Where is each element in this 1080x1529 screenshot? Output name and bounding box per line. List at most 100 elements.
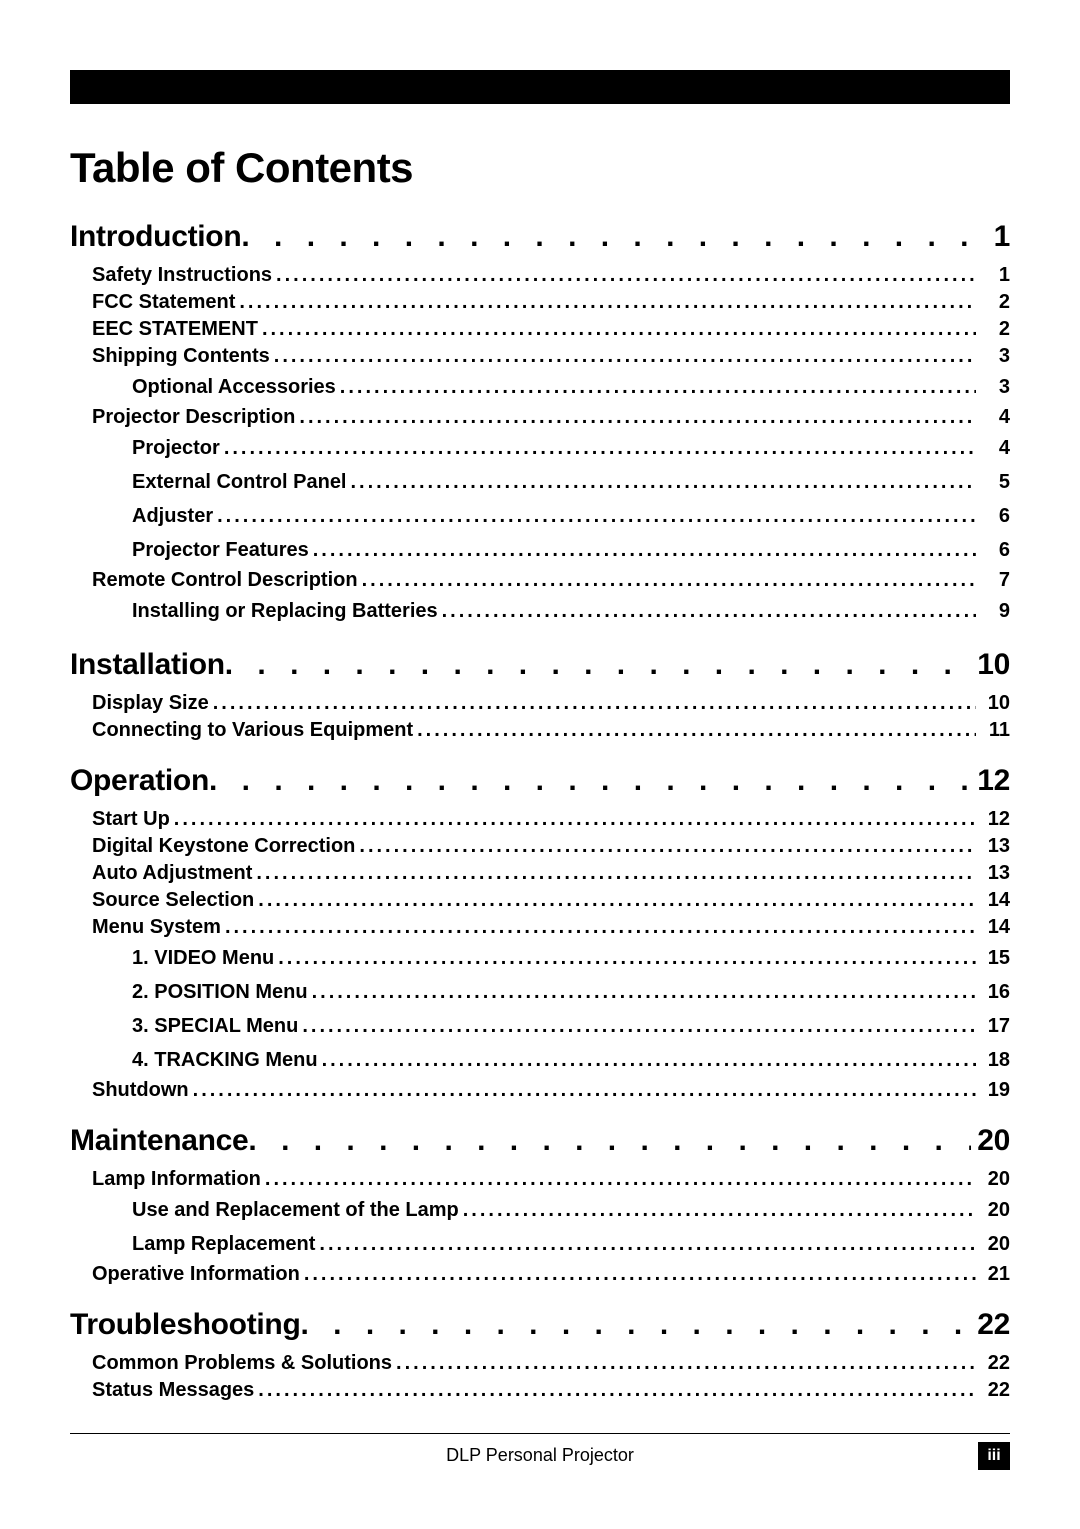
toc-page: 10 (980, 690, 1010, 717)
toc-leader-dots: ........................................… (322, 1043, 976, 1077)
toc-label: Shutdown (92, 1077, 189, 1104)
toc-leader-dots: ........................................… (362, 567, 976, 594)
toc-entry: 1. VIDEO Menu...........................… (70, 941, 1010, 975)
toc-label: External Control Panel (132, 465, 347, 499)
toc-label: Projector Description (92, 404, 295, 431)
toc-leader-dots: ........................................… (359, 833, 976, 860)
toc-label: Common Problems & Solutions (92, 1350, 392, 1377)
toc-entry: Display Size............................… (70, 690, 1010, 717)
toc-entry: 4. TRACKING Menu........................… (70, 1043, 1010, 1077)
toc-leader-dots: ........................................… (319, 1227, 976, 1261)
toc-leader-dots: . . . . . . . . . . . . . . . . . . . . … (241, 220, 987, 254)
toc-entry: Menu System.............................… (70, 914, 1010, 941)
toc-leader-dots: . . . . . . . . . . . . . . . . . . . . … (225, 648, 971, 682)
toc-leader-dots: ........................................… (340, 370, 976, 404)
toc-entry: Operative Information...................… (70, 1261, 1010, 1288)
toc-entry: Lamp Replacement........................… (70, 1227, 1010, 1261)
toc-entry: Digital Keystone Correction.............… (70, 833, 1010, 860)
toc-entry: Safety Instructions.....................… (70, 262, 1010, 289)
toc-entry: Shutdown................................… (70, 1077, 1010, 1104)
toc-leader-dots: ........................................… (463, 1193, 976, 1227)
toc-leader-dots: . . . . . . . . . . . . . . . . . . . . … (300, 1308, 971, 1342)
toc-entry: Source Selection........................… (70, 887, 1010, 914)
toc-label: Lamp Replacement (132, 1227, 315, 1261)
toc-entry: Troubleshooting . . . . . . . . . . . . … (70, 1308, 1010, 1342)
toc-entry: Connecting to Various Equipment.........… (70, 717, 1010, 744)
toc-page: 3 (980, 343, 1010, 370)
toc-entry: Projector Description...................… (70, 404, 1010, 431)
toc-label: 2. POSITION Menu (132, 975, 308, 1009)
toc-label: EEC STATEMENT (92, 316, 258, 343)
toc-label: Installation (70, 648, 225, 682)
toc-entry: FCC Statement...........................… (70, 289, 1010, 316)
toc-label: Installing or Replacing Batteries (132, 594, 438, 628)
toc-entry: Projector Features......................… (70, 533, 1010, 567)
toc-page: 21 (980, 1261, 1010, 1288)
toc-entry: Auto Adjustment.........................… (70, 860, 1010, 887)
toc-label: Operative Information (92, 1261, 300, 1288)
toc-page: 16 (980, 975, 1010, 1009)
toc-page: 5 (980, 465, 1010, 499)
toc-label: Source Selection (92, 887, 254, 914)
toc-label: Introduction (70, 220, 241, 254)
toc-leader-dots: ........................................… (396, 1350, 976, 1377)
toc-label: Troubleshooting (70, 1308, 300, 1342)
toc-label: Status Messages (92, 1377, 254, 1404)
toc-leader-dots: ........................................… (417, 717, 976, 744)
header-bar (70, 70, 1010, 104)
toc-leader-dots: . . . . . . . . . . . . . . . . . . . . … (248, 1124, 971, 1158)
toc-entry: Start Up................................… (70, 806, 1010, 833)
toc-page: 4 (980, 431, 1010, 465)
toc-page: 12 (980, 806, 1010, 833)
page-title: Table of Contents (70, 144, 1010, 192)
toc-entry: Optional Accessories....................… (70, 370, 1010, 404)
toc-leader-dots: ........................................… (225, 914, 976, 941)
toc-leader-dots: ........................................… (442, 594, 976, 628)
toc-label: Operation (70, 764, 209, 798)
toc-label: Maintenance (70, 1124, 248, 1158)
toc-label: Auto Adjustment (92, 860, 252, 887)
toc-label: Projector Features (132, 533, 309, 567)
toc-page: 7 (980, 567, 1010, 594)
toc-entry: Maintenance . . . . . . . . . . . . . . … (70, 1124, 1010, 1158)
toc-entry: Use and Replacement of the Lamp.........… (70, 1193, 1010, 1227)
toc-entry: Projector...............................… (70, 431, 1010, 465)
toc-label: Adjuster (132, 499, 213, 533)
toc-entry: Adjuster................................… (70, 499, 1010, 533)
toc-leader-dots: ........................................… (213, 690, 976, 717)
toc-entry: Status Messages.........................… (70, 1377, 1010, 1404)
toc-label: 3. SPECIAL Menu (132, 1009, 298, 1043)
toc-page: 6 (980, 499, 1010, 533)
toc-label: Connecting to Various Equipment (92, 717, 413, 744)
toc-page: 22 (971, 1308, 1010, 1342)
toc-page: 18 (980, 1043, 1010, 1077)
toc-page: 13 (980, 833, 1010, 860)
toc-label: Shipping Contents (92, 343, 270, 370)
toc-leader-dots: ........................................… (224, 431, 976, 465)
toc-leader-dots: ........................................… (274, 343, 976, 370)
toc-page: 20 (980, 1166, 1010, 1193)
toc-leader-dots: ........................................… (278, 941, 976, 975)
toc-leader-dots: ........................................… (174, 806, 976, 833)
toc-page: 1 (988, 220, 1010, 254)
toc-container: Introduction . . . . . . . . . . . . . .… (70, 220, 1010, 1404)
toc-entry: Operation . . . . . . . . . . . . . . . … (70, 764, 1010, 798)
toc-page: 20 (980, 1193, 1010, 1227)
toc-entry: Shipping Contents.......................… (70, 343, 1010, 370)
toc-page: 2 (980, 289, 1010, 316)
toc-page: 12 (971, 764, 1010, 798)
toc-label: 1. VIDEO Menu (132, 941, 274, 975)
toc-leader-dots: ........................................… (217, 499, 976, 533)
toc-page: 1 (980, 262, 1010, 289)
toc-leader-dots: ........................................… (276, 262, 976, 289)
toc-page: 20 (971, 1124, 1010, 1158)
toc-entry: EEC STATEMENT...........................… (70, 316, 1010, 343)
toc-label: Remote Control Description (92, 567, 358, 594)
toc-leader-dots: . . . . . . . . . . . . . . . . . . . . … (209, 764, 971, 798)
toc-page: 14 (980, 914, 1010, 941)
toc-entry: Introduction . . . . . . . . . . . . . .… (70, 220, 1010, 254)
toc-leader-dots: ........................................… (313, 533, 976, 567)
toc-page: 22 (980, 1377, 1010, 1404)
toc-page: 20 (980, 1227, 1010, 1261)
toc-page: 10 (971, 648, 1010, 682)
